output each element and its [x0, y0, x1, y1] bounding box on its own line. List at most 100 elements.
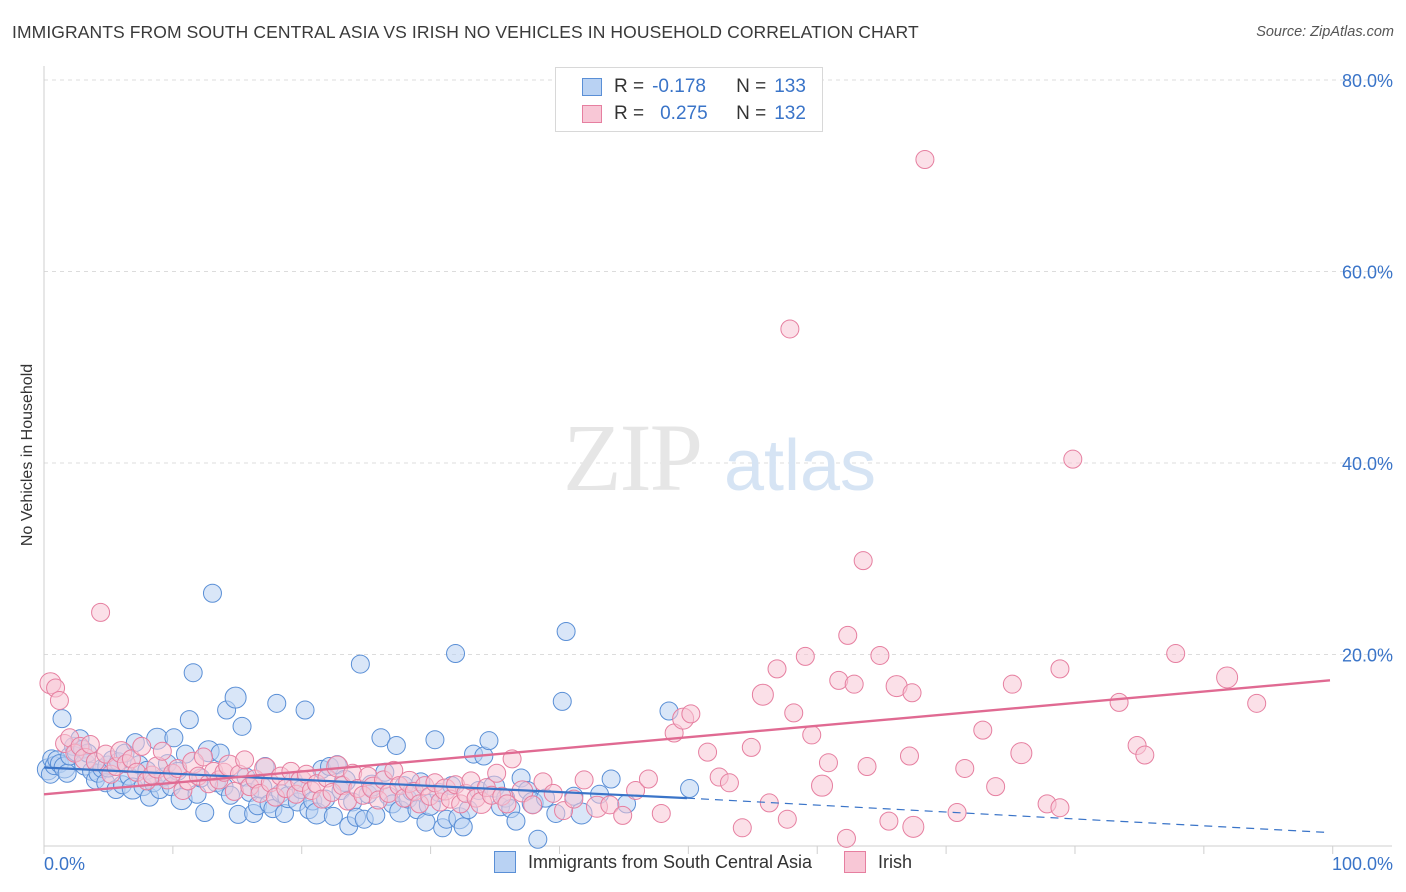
series-legend: Immigrants from South Central Asia Irish — [0, 851, 1406, 873]
y-tick-label: 40.0% — [1342, 454, 1393, 474]
data-point — [267, 693, 287, 713]
legend-r-label: R = — [614, 103, 645, 124]
data-point — [780, 319, 800, 339]
data-point — [193, 747, 213, 767]
x-tick-label: 0.0% — [44, 854, 85, 874]
legend-n-label: N = — [736, 103, 767, 124]
legend-label-irish: Irish — [878, 851, 913, 872]
data-point — [870, 645, 890, 665]
data-point — [1247, 693, 1267, 713]
data-point — [638, 769, 658, 789]
y-tick-label: 20.0% — [1342, 646, 1393, 666]
legend-swatch-irish — [844, 851, 867, 873]
axes — [43, 66, 1392, 854]
data-point — [235, 750, 255, 770]
data-point — [751, 683, 774, 706]
legend-item-immigrants[interactable]: Immigrants from South Central Asia — [493, 851, 813, 873]
x-tick-label: 100.0% — [1332, 854, 1393, 874]
data-point — [681, 704, 701, 724]
data-point — [497, 794, 517, 814]
legend-n-value-irish: 132 — [774, 103, 806, 124]
data-point — [295, 700, 315, 720]
data-point — [232, 716, 252, 736]
data-point — [857, 757, 877, 777]
data-point — [853, 551, 873, 571]
data-point — [795, 646, 815, 666]
data-point — [479, 731, 499, 751]
data-point — [152, 741, 172, 761]
data-point — [741, 737, 761, 757]
legend-r-value-immigrants: -0.178 — [652, 76, 706, 97]
trend-line-irish — [43, 679, 1331, 796]
data-point — [1050, 798, 1070, 818]
data-point — [844, 674, 864, 694]
watermark-atlas: atlas — [724, 426, 876, 506]
trend-line-immigrants-extension — [686, 797, 1331, 834]
correlation-legend: R = -0.178 N = 133 R = 0.275 N = 132 — [555, 67, 823, 132]
data-point — [350, 654, 370, 674]
legend-row-irish: R = 0.275 N = 132 — [582, 102, 806, 126]
legend-item-irish[interactable]: Irish — [844, 851, 912, 873]
legend-swatch-immigrants — [582, 78, 602, 96]
data-point — [506, 811, 526, 831]
data-point — [523, 795, 543, 815]
data-point — [49, 690, 69, 710]
legend-label-immigrants: Immigrants from South Central Asia — [527, 851, 813, 872]
legend-swatch-immigrants — [493, 851, 516, 873]
data-point — [1109, 692, 1129, 712]
data-point — [552, 691, 572, 711]
legend-swatch-irish — [582, 105, 602, 123]
data-point — [224, 686, 247, 709]
y-tick-label: 80.0% — [1342, 71, 1393, 91]
data-point — [57, 763, 77, 783]
data-point — [487, 763, 507, 783]
legend-row-immigrants: R = -0.178 N = 133 — [582, 75, 806, 99]
data-point — [1002, 674, 1022, 694]
data-point — [528, 829, 548, 849]
data-point — [838, 625, 858, 645]
trend-lines — [43, 679, 1331, 834]
data-point — [179, 710, 199, 730]
data-point — [613, 805, 633, 825]
data-point — [902, 683, 922, 703]
data-point — [973, 720, 993, 740]
trend-line-immigrants — [43, 766, 688, 800]
data-point — [1135, 745, 1155, 765]
data-point — [195, 802, 215, 822]
data-point — [543, 783, 563, 803]
data-point — [453, 817, 473, 837]
data-point — [879, 811, 899, 831]
data-point — [802, 725, 822, 745]
data-point — [784, 703, 804, 723]
data-point — [651, 803, 671, 823]
data-point — [52, 709, 72, 729]
legend-r-label: R = — [614, 76, 645, 97]
data-point — [899, 746, 919, 766]
data-point — [600, 795, 620, 815]
data-point — [91, 602, 111, 622]
legend-r-value-irish: 0.275 — [660, 103, 708, 124]
data-point — [818, 753, 838, 773]
data-point — [811, 774, 834, 797]
data-point — [767, 659, 787, 679]
data-point — [164, 728, 184, 748]
data-point — [132, 736, 152, 756]
data-point — [1010, 742, 1033, 765]
data-point — [902, 815, 925, 838]
data-point — [836, 828, 856, 848]
data-point — [386, 735, 406, 755]
data-point — [955, 758, 975, 778]
data-point — [601, 769, 621, 789]
data-point — [1166, 644, 1186, 664]
data-point — [732, 818, 752, 838]
y-tick-label: 60.0% — [1342, 263, 1393, 283]
data-point — [80, 735, 100, 755]
legend-n-value-immigrants: 133 — [774, 76, 806, 97]
data-point — [416, 812, 436, 832]
source-label: Source: ZipAtlas.com — [1256, 24, 1394, 40]
data-point — [425, 730, 445, 750]
data-point — [574, 770, 594, 790]
legend-n-label: N = — [736, 76, 767, 97]
data-point — [719, 773, 739, 793]
